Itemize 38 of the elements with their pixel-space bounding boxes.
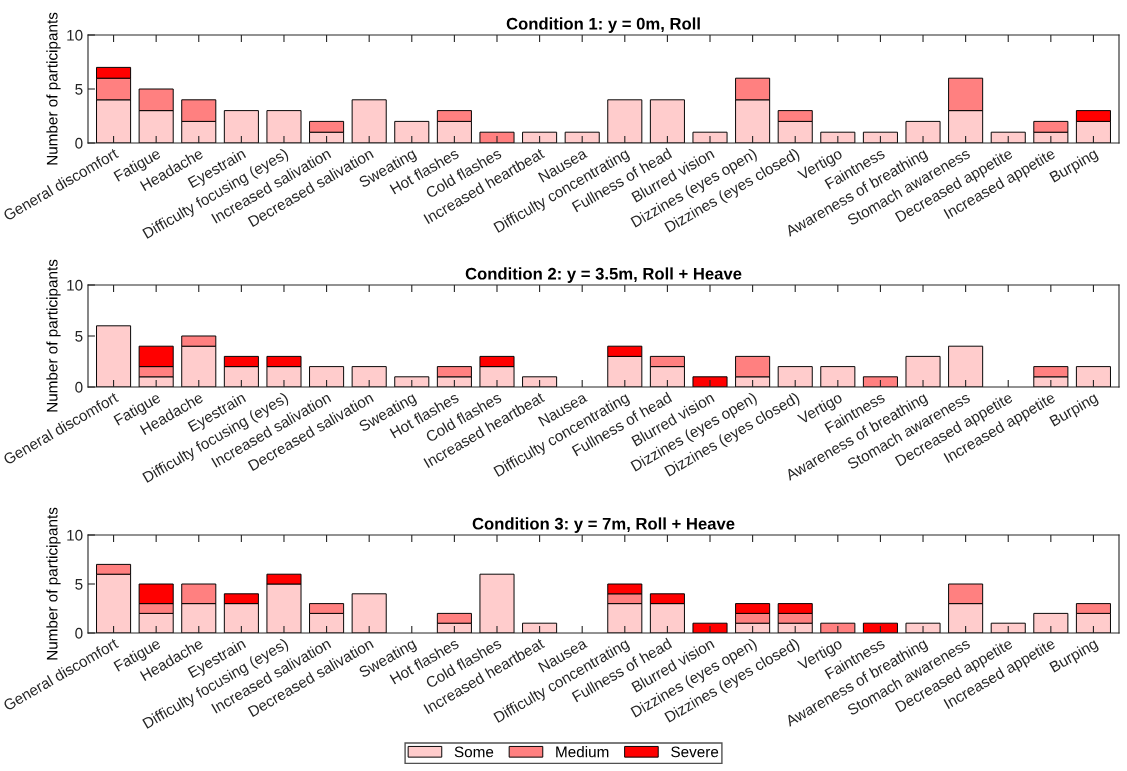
chart-title: Condition 2: y = 3.5m, Roll + Heave — [465, 267, 742, 283]
bar — [223, 110, 259, 143]
chart-title: Condition 3: y = 7m, Roll + Heave — [472, 517, 735, 533]
bar — [905, 120, 941, 143]
bar — [607, 99, 643, 143]
bar — [862, 376, 898, 387]
y-tick-label: 0 — [75, 627, 83, 639]
bar — [351, 593, 387, 633]
y-tick-label: 5 — [75, 579, 83, 590]
bar — [777, 366, 813, 387]
bar — [905, 355, 941, 387]
bar — [96, 325, 132, 387]
bar — [351, 99, 387, 143]
y-tick-label: 10 — [67, 29, 83, 41]
y-tick-label: 0 — [75, 137, 83, 149]
bar — [948, 345, 984, 387]
bar — [1033, 612, 1069, 633]
chart-title: Condition 1: y = 0m, Roll — [506, 17, 700, 33]
bar — [309, 366, 345, 387]
y-tick-label: 10 — [67, 279, 83, 291]
bar — [351, 366, 387, 387]
bar — [394, 376, 430, 387]
legend-label: Severe — [671, 746, 719, 758]
y-tick-label: 5 — [75, 84, 83, 95]
bar — [479, 573, 515, 633]
bar — [1075, 366, 1111, 387]
bar — [692, 376, 728, 387]
bar — [820, 131, 856, 143]
bar — [266, 110, 302, 143]
y-tick-label: 10 — [67, 529, 83, 541]
y-tick-label: 5 — [75, 331, 83, 342]
y-tick-label: 0 — [75, 381, 83, 393]
bar — [394, 120, 430, 143]
legend-label: Medium — [556, 746, 609, 758]
bar — [820, 366, 856, 387]
bar — [649, 99, 685, 143]
bar — [522, 376, 558, 387]
legend-label: Some — [454, 746, 494, 758]
